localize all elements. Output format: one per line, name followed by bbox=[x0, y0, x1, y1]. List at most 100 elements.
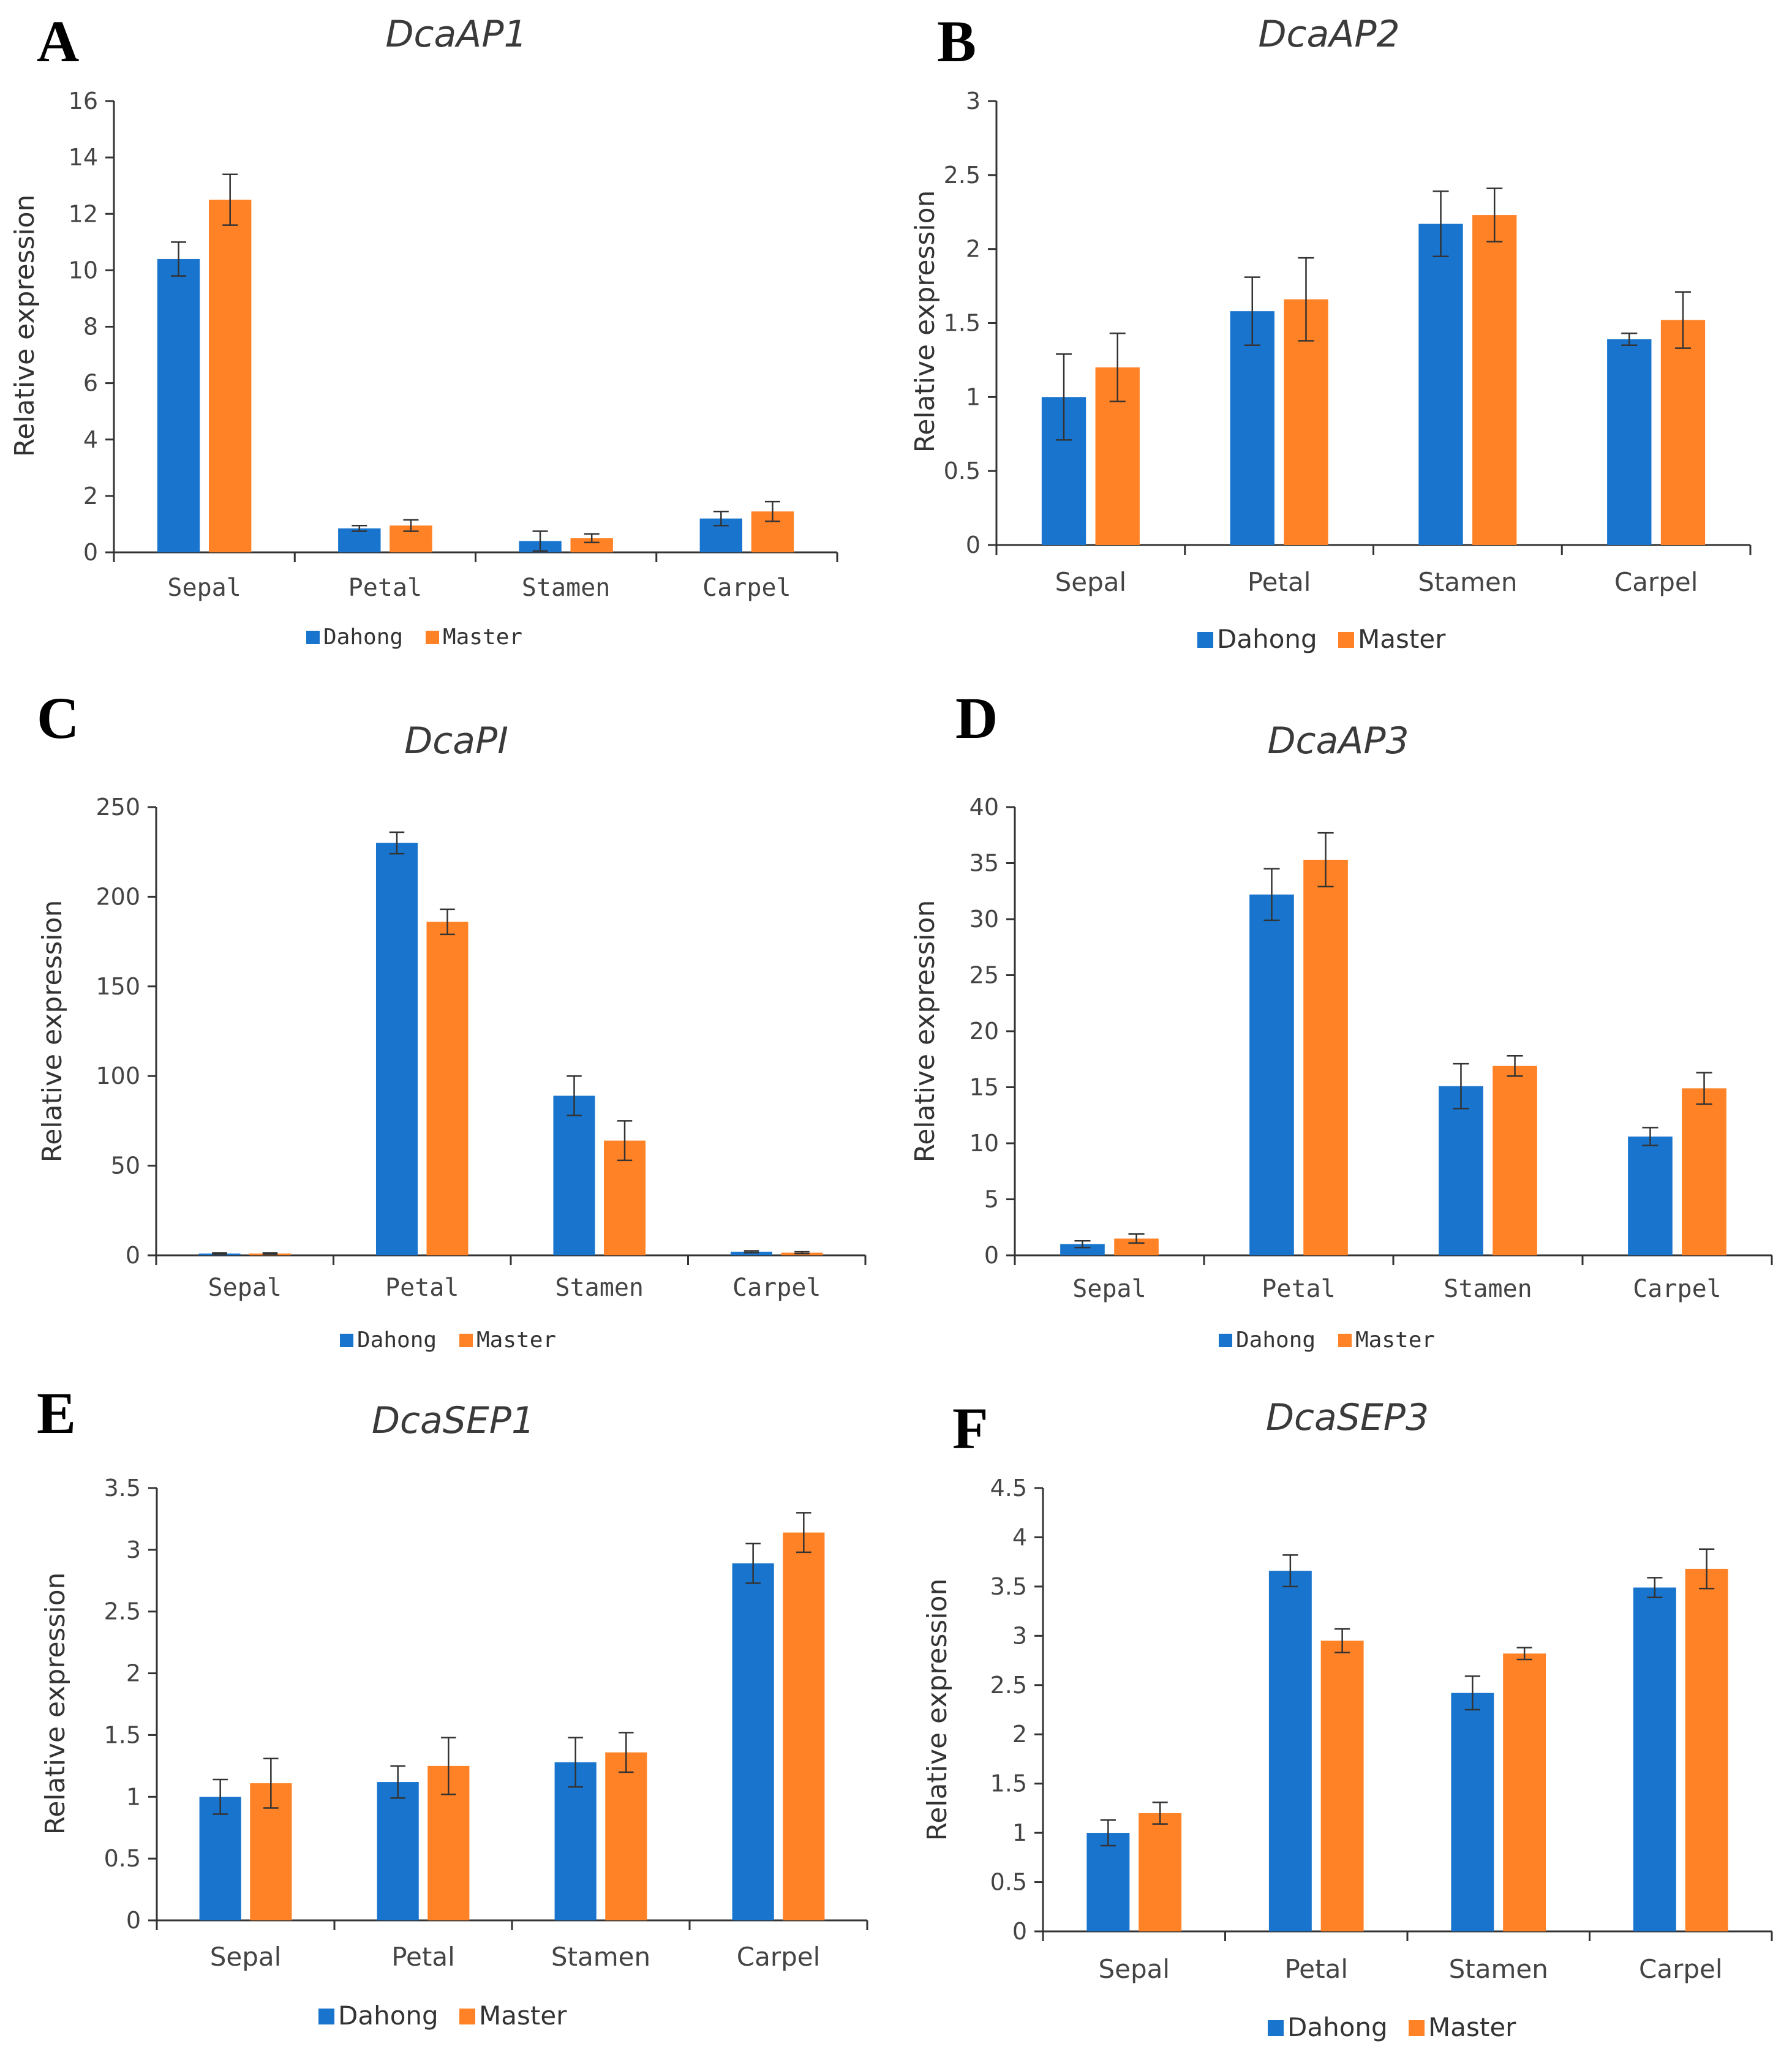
y-tick-label: 10 bbox=[69, 257, 98, 284]
error-bar bbox=[1464, 1675, 1480, 1711]
panel-letter: D bbox=[955, 685, 998, 751]
chart-panel-f: F DcaSEP3 0 0.5 1 1.5 2 2.5 3 3.5 4 4.5 Relative exp… bbox=[922, 1396, 1773, 2042]
legend-swatch-dahong bbox=[1268, 2020, 1284, 2036]
x-tick-label: Carpel bbox=[1639, 1954, 1723, 1984]
error-bar bbox=[1282, 1554, 1298, 1588]
y-tick-label: 1 bbox=[966, 383, 981, 410]
y-tick-label: 0.5 bbox=[104, 1845, 141, 1872]
bar-master-stamen bbox=[570, 538, 613, 552]
y-tick-label: 3 bbox=[126, 1536, 141, 1563]
error-bar bbox=[584, 533, 600, 544]
y-tick-label: 35 bbox=[969, 850, 999, 877]
error-bar bbox=[1335, 1628, 1350, 1653]
bar-master-carpel bbox=[1685, 1568, 1728, 1931]
panel-letter: F bbox=[952, 1396, 988, 1461]
y-tick-label: 2 bbox=[1012, 1721, 1027, 1748]
bar-dahong-carpel bbox=[1607, 339, 1652, 545]
error-bar bbox=[1453, 1062, 1469, 1110]
bar-master-petal bbox=[426, 922, 469, 1255]
legend-swatch-dahong bbox=[306, 631, 320, 644]
bar-dahong-sepal bbox=[199, 1797, 241, 1920]
error-bar bbox=[713, 510, 729, 527]
y-tick-label: 0 bbox=[126, 1242, 140, 1269]
bar-dahong-stamen bbox=[1451, 1693, 1494, 1931]
legend: Dahong Master bbox=[306, 625, 522, 650]
y-tick-label: 16 bbox=[69, 88, 98, 115]
bar-master-stamen bbox=[1472, 215, 1517, 545]
legend-label-master: Master bbox=[479, 2001, 567, 2031]
y-tick-label: 2 bbox=[126, 1660, 141, 1687]
y-tick-label: 4.5 bbox=[990, 1475, 1027, 1502]
bar-dahong-petal bbox=[375, 843, 418, 1255]
error-bar bbox=[1699, 1548, 1715, 1590]
bar-dahong-petal bbox=[338, 528, 381, 552]
error-bar bbox=[1674, 291, 1691, 349]
chart-panel-b: B DcaAP2 0 0.5 1 1.5 2 2.5 3 Relative expression S… bbox=[909, 9, 1752, 654]
y-tick-label: 25 bbox=[969, 962, 999, 989]
x-tick-label: Stamen bbox=[522, 574, 611, 602]
y-tick-label: 0 bbox=[984, 1242, 999, 1269]
x-tick-label: Sepal bbox=[1098, 1954, 1170, 1984]
legend-label-dahong: Dahong bbox=[1287, 2012, 1388, 2042]
legend-swatch-master bbox=[459, 2009, 475, 2024]
y-tick-label: 4 bbox=[83, 426, 98, 453]
y-tick-label: 1.5 bbox=[944, 310, 981, 337]
y-tick-label: 8 bbox=[83, 314, 98, 340]
error-bar bbox=[1128, 1233, 1145, 1244]
y-tick-label: 200 bbox=[96, 883, 140, 910]
x-tick-label: Sepal bbox=[208, 1274, 282, 1302]
error-bar bbox=[1317, 832, 1334, 888]
y-tick-label: 20 bbox=[969, 1018, 999, 1045]
error-bar bbox=[1100, 1819, 1116, 1847]
error-bar bbox=[1507, 1055, 1523, 1077]
chart-panel-c: C DcaPI 0 50 100 150 200 250 Relative expression… bbox=[37, 685, 867, 1353]
y-tick-label: 1.5 bbox=[990, 1770, 1027, 1797]
legend-swatch-master bbox=[1338, 1334, 1352, 1347]
panel-letter: E bbox=[37, 1380, 76, 1446]
error-bar bbox=[1109, 333, 1126, 402]
y-axis-label: Relative expression bbox=[37, 900, 68, 1163]
panel-letter: A bbox=[37, 9, 79, 74]
bar-master-stamen bbox=[1503, 1653, 1546, 1931]
bar-dahong-petal bbox=[1249, 894, 1294, 1255]
bar-master-carpel bbox=[1660, 320, 1706, 545]
legend: Dahong Master bbox=[1268, 2012, 1516, 2042]
y-tick-label: 0 bbox=[83, 539, 98, 566]
chart-title: DcaPI bbox=[404, 720, 508, 762]
bar-master-petal bbox=[1303, 860, 1348, 1255]
bar-dahong-carpel bbox=[1628, 1137, 1673, 1255]
x-tick-label: Stamen bbox=[1444, 1275, 1532, 1303]
x-tick-label: Sepal bbox=[167, 574, 241, 602]
x-tick-label: Carpel bbox=[737, 1942, 821, 1972]
x-tick-label: Carpel bbox=[732, 1274, 821, 1302]
bar-dahong-sepal bbox=[1060, 1244, 1105, 1255]
error-bar bbox=[744, 1250, 759, 1254]
x-tick-label: Carpel bbox=[1614, 567, 1698, 597]
legend: Dahong Master bbox=[1197, 624, 1446, 654]
y-tick-label: 2.5 bbox=[944, 162, 981, 189]
y-tick-label: 1.5 bbox=[104, 1721, 141, 1748]
y-tick-label: 100 bbox=[96, 1062, 140, 1089]
x-tick-label: Sepal bbox=[1072, 1275, 1146, 1303]
chart-title: DcaSEP3 bbox=[1266, 1396, 1429, 1439]
legend-label-master: Master bbox=[1358, 624, 1446, 654]
legend-swatch-dahong bbox=[340, 1334, 353, 1347]
bar-dahong-petal bbox=[1230, 311, 1274, 545]
error-bar bbox=[1696, 1072, 1712, 1105]
y-axis-label: Relative expression bbox=[909, 190, 941, 453]
error-bar bbox=[1298, 257, 1314, 342]
error-bar bbox=[171, 241, 187, 277]
legend-label-master: Master bbox=[443, 625, 522, 650]
bar-dahong-stamen bbox=[1439, 1086, 1483, 1255]
error-bar bbox=[1074, 1239, 1091, 1249]
bar-master-stamen bbox=[1493, 1066, 1537, 1255]
bar-dahong-stamen bbox=[554, 1762, 597, 1920]
y-tick-label: 40 bbox=[969, 794, 999, 821]
bar-master-sepal bbox=[209, 200, 252, 552]
error-bar bbox=[213, 1778, 228, 1815]
legend-swatch-master bbox=[1338, 632, 1354, 648]
legend-label-master: Master bbox=[476, 1328, 556, 1353]
bar-dahong-petal bbox=[1268, 1571, 1312, 1931]
y-tick-label: 2.5 bbox=[104, 1598, 141, 1625]
x-tick-label: Petal bbox=[391, 1942, 455, 1972]
